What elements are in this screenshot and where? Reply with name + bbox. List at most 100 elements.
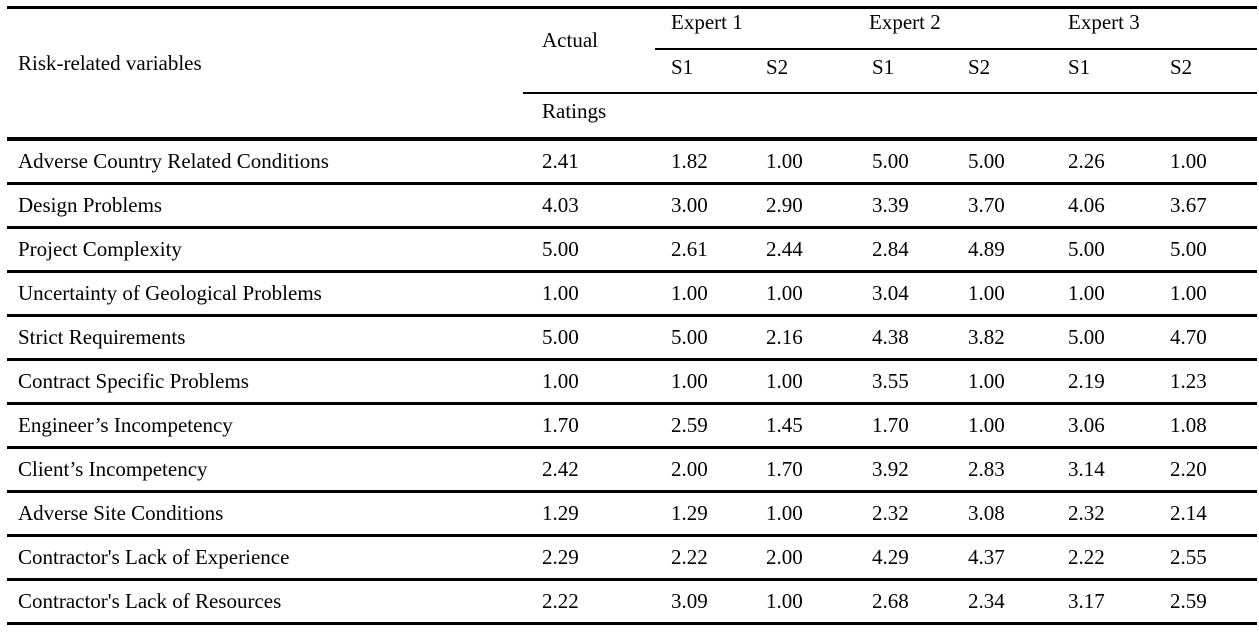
cell-actual: 5.00 [542,237,579,261]
cell-expert2-s1: 2.68 [872,589,909,613]
header-bottom-rule [7,137,1257,141]
cell-expert1-s2: 2.44 [766,237,803,261]
cell-expert3-s1: 3.17 [1068,589,1105,613]
cell-expert1-s1: 2.61 [671,237,708,261]
cell-actual: 2.22 [542,589,579,613]
cell-expert2-s2: 4.89 [968,237,1005,261]
cell-expert1-s2: 1.00 [766,281,803,305]
cell-expert2-s2: 3.70 [968,193,1005,217]
cell-expert2-s2: 3.82 [968,325,1005,349]
cell-expert2-s1: 2.84 [872,237,909,261]
cell-expert1-s1: 3.00 [671,193,708,217]
row-label: Uncertainty of Geological Problems [18,281,322,305]
cell-expert2-s1: 3.55 [872,369,909,393]
cell-expert1-s2: 1.00 [766,149,803,173]
cell-actual: 1.29 [542,501,579,525]
cell-expert2-s2: 4.37 [968,545,1005,569]
cell-expert2-s2: 3.08 [968,501,1005,525]
cell-expert1-s2: 1.70 [766,457,803,481]
column-header-expert2-s1: S1 [872,55,895,79]
cell-expert3-s2: 1.00 [1170,281,1207,305]
table-row: Contractor's Lack of Experience 2.29 2.2… [7,537,1257,581]
row-label: Adverse Site Conditions [18,501,224,525]
column-header-expert1-s1: S1 [671,55,694,79]
cell-expert2-s1: 4.29 [872,545,909,569]
table-row: Adverse Site Conditions 1.29 1.29 1.00 2… [7,493,1257,537]
cell-expert2-s1: 4.38 [872,325,909,349]
cell-expert1-s1: 2.00 [671,457,708,481]
cell-expert3-s1: 4.06 [1068,193,1105,217]
cell-expert1-s2: 2.16 [766,325,803,349]
cell-actual: 1.70 [542,413,579,437]
cell-expert2-s2: 1.00 [968,413,1005,437]
cell-expert3-s2: 1.08 [1170,413,1207,437]
cell-expert2-s1: 2.32 [872,501,909,525]
cell-expert2-s1: 5.00 [872,149,909,173]
cell-expert1-s1: 1.29 [671,501,708,525]
column-header-expert3-s1: S1 [1068,55,1091,79]
cell-expert1-s2: 1.00 [766,501,803,525]
table-row: Adverse Country Related Conditions 2.41 … [7,141,1257,185]
cell-expert2-s1: 3.04 [872,281,909,305]
cell-expert3-s2: 1.00 [1170,149,1207,173]
cell-actual: 1.00 [542,369,579,393]
experts-underline-rule [655,48,1257,50]
column-group-expert-3: Expert 3 [1068,10,1140,34]
cell-expert2-s2: 2.34 [968,589,1005,613]
cell-expert1-s2: 2.90 [766,193,803,217]
table-body: Adverse Country Related Conditions 2.41 … [7,141,1257,625]
row-label: Project Complexity [18,237,182,261]
cell-expert3-s2: 2.55 [1170,545,1207,569]
table-row: Strict Requirements 5.00 5.00 2.16 4.38 … [7,317,1257,361]
table-row: Contract Specific Problems 1.00 1.00 1.0… [7,361,1257,405]
cell-actual: 4.03 [542,193,579,217]
row-label: Client’s Incompetency [18,457,208,481]
cell-expert1-s1: 2.59 [671,413,708,437]
row-label: Engineer’s Incompetency [18,413,233,437]
cell-expert2-s1: 3.39 [872,193,909,217]
column-header-expert2-s2: S2 [968,55,991,79]
table-row: Contractor's Lack of Resources 2.22 3.09… [7,581,1257,625]
cell-actual: 2.29 [542,545,579,569]
risk-ratings-table: Risk-related variables Actual Expert 1 E… [7,0,1257,625]
cell-expert3-s2: 3.67 [1170,193,1207,217]
table-row: Design Problems 4.03 3.00 2.90 3.39 3.70… [7,185,1257,229]
cell-expert1-s1: 1.82 [671,149,708,173]
cell-expert2-s2: 1.00 [968,369,1005,393]
cell-expert3-s2: 5.00 [1170,237,1207,261]
column-group-expert-1: Expert 1 [671,10,743,34]
row-label: Contractor's Lack of Experience [18,545,290,569]
cell-expert2-s1: 1.70 [872,413,909,437]
ratings-subheader: Ratings [542,99,607,123]
row-label: Contractor's Lack of Resources [18,589,282,613]
column-header-expert1-s2: S2 [766,55,789,79]
cell-expert3-s1: 5.00 [1068,325,1105,349]
table-row: Uncertainty of Geological Problems 1.00 … [7,273,1257,317]
row-label: Adverse Country Related Conditions [18,149,329,173]
cell-expert3-s1: 2.32 [1068,501,1105,525]
cell-expert3-s2: 1.23 [1170,369,1207,393]
cell-expert1-s2: 1.45 [766,413,803,437]
cell-expert2-s2: 2.83 [968,457,1005,481]
table-top-rule [7,6,1257,9]
cell-expert2-s2: 1.00 [968,281,1005,305]
cell-expert1-s2: 1.00 [766,589,803,613]
cell-expert3-s1: 1.00 [1068,281,1105,305]
cell-expert3-s1: 2.19 [1068,369,1105,393]
cell-expert1-s2: 1.00 [766,369,803,393]
cell-expert3-s1: 3.06 [1068,413,1105,437]
table-row: Project Complexity 5.00 2.61 2.44 2.84 4… [7,229,1257,273]
cell-actual: 1.00 [542,281,579,305]
table-header: Risk-related variables Actual Expert 1 E… [7,0,1257,141]
table-row: Engineer’s Incompetency 1.70 2.59 1.45 1… [7,405,1257,449]
column-header-risk-variables: Risk-related variables [18,51,202,75]
cell-actual: 5.00 [542,325,579,349]
cell-expert1-s1: 1.00 [671,369,708,393]
cell-expert3-s1: 3.14 [1068,457,1105,481]
row-label: Strict Requirements [18,325,186,349]
row-label: Design Problems [18,193,163,217]
table-row: Client’s Incompetency 2.42 2.00 1.70 3.9… [7,449,1257,493]
actual-underline-rule [523,92,1257,94]
cell-expert3-s1: 5.00 [1068,237,1105,261]
